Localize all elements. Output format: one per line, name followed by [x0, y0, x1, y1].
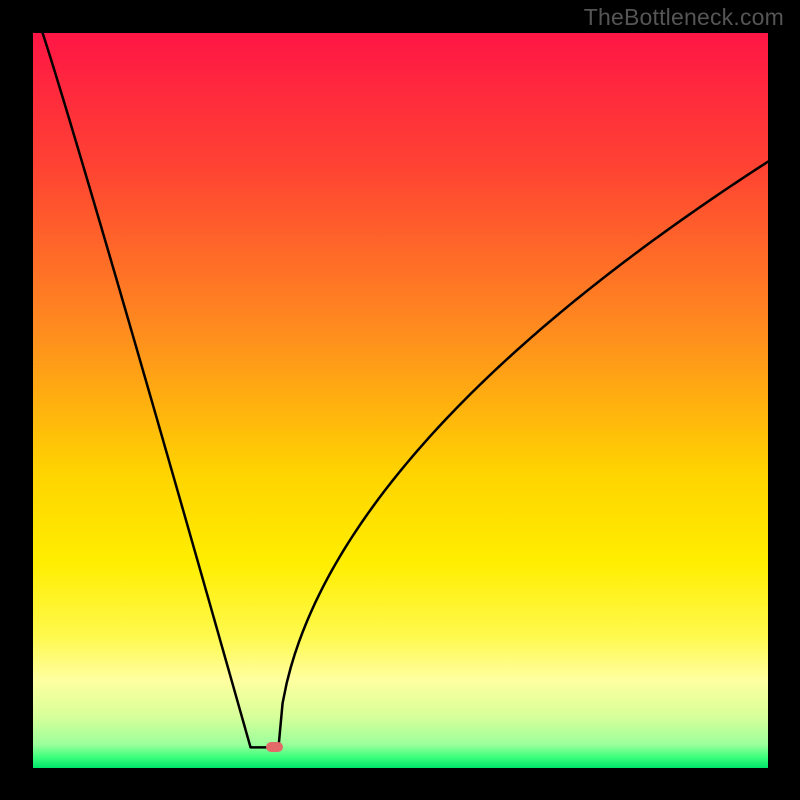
minimum-marker-shape — [266, 742, 283, 752]
watermark-text: TheBottleneck.com — [584, 4, 784, 31]
minimum-marker — [266, 742, 283, 752]
bottleneck-curve — [33, 33, 768, 768]
bottleneck-curve-path — [43, 33, 768, 747]
chart-plot-area — [33, 33, 768, 768]
